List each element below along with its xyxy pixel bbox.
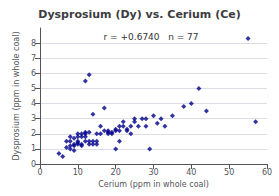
svg-text:30: 30 (148, 168, 158, 177)
svg-text:60: 60 (262, 168, 272, 177)
svg-text:20: 20 (111, 168, 121, 177)
svg-text:0: 0 (31, 160, 36, 169)
svg-text:4: 4 (31, 99, 36, 108)
svg-text:0: 0 (37, 168, 42, 177)
svg-text:10: 10 (73, 168, 83, 177)
svg-text:50: 50 (224, 168, 234, 177)
svg-text:1: 1 (31, 144, 36, 153)
svg-text:40: 40 (186, 168, 196, 177)
svg-text:Cerium (ppm in whole coal): Cerium (ppm in whole coal) (98, 180, 209, 189)
svg-text:7: 7 (31, 54, 36, 63)
svg-text:r = +0.6740 n = 77: r = +0.6740 n = 77 (104, 32, 199, 42)
svg-text:3: 3 (31, 114, 36, 123)
svg-text:2: 2 (31, 129, 36, 138)
svg-text:Dysprosium (ppm in whole coal): Dysprosium (ppm in whole coal) (12, 31, 21, 160)
svg-text:Dysprosium (Dy) vs. Cerium (Ce: Dysprosium (Dy) vs. Cerium (Ce) (38, 8, 241, 21)
svg-text:8: 8 (31, 39, 36, 48)
svg-text:6: 6 (31, 69, 36, 78)
svg-text:5: 5 (31, 84, 36, 93)
